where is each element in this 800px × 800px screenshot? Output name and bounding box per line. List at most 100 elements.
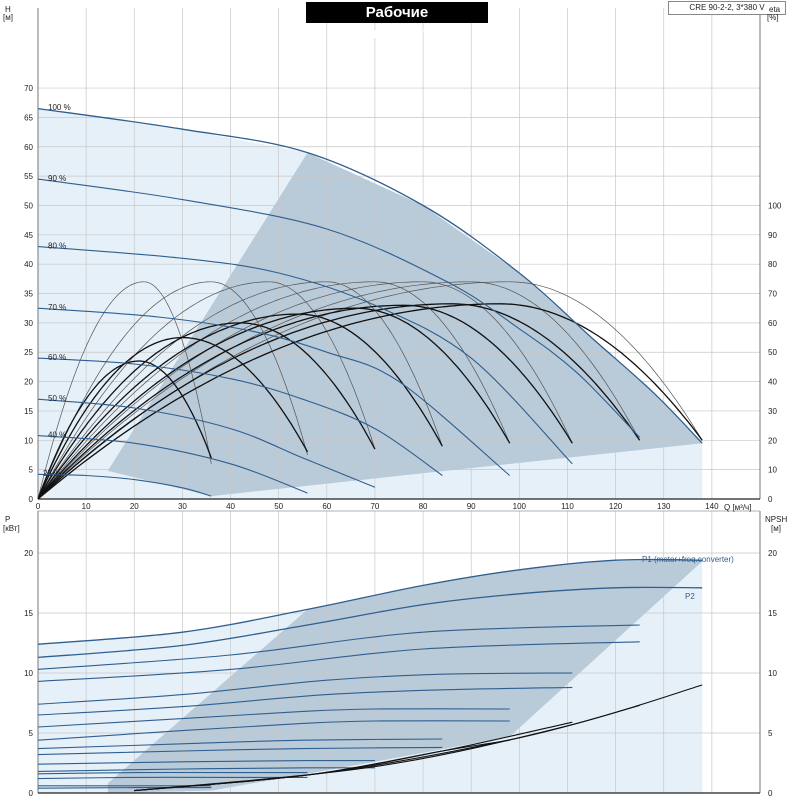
power-curve	[37, 771, 308, 775]
power-tick-label: 20	[24, 549, 33, 558]
speed-label: 25 %	[43, 469, 61, 478]
chart-title: Рабочие характеристики	[306, 2, 488, 42]
eta-tick-label: 10	[768, 466, 777, 475]
power-tick-label: 10	[24, 669, 33, 678]
npsh-curve	[134, 684, 703, 792]
x-tick-label: 130	[657, 502, 671, 511]
eta-tick-label: 20	[768, 436, 777, 445]
power-curve	[37, 624, 640, 670]
power-curve	[37, 672, 573, 705]
eta-tick-label: 0	[768, 495, 773, 504]
efficiency-curve	[37, 303, 641, 500]
eta-tick-label: 60	[768, 319, 777, 328]
head-axis-name: H	[5, 5, 11, 14]
x-tick-label: 50	[274, 502, 283, 511]
power-curve	[37, 720, 510, 741]
speed-label: 70 %	[48, 303, 66, 312]
head-tick-label: 25	[24, 348, 33, 357]
power-tick-label: 5	[29, 729, 34, 738]
efficiency-curve	[37, 281, 443, 500]
power-curve	[37, 558, 703, 645]
power-axis-unit: [кВт]	[3, 524, 20, 533]
head-curve	[37, 435, 308, 494]
efficiency-curve	[37, 281, 573, 500]
head-tick-label: 65	[24, 113, 33, 122]
x-axis-label: Q [м³/ч]	[724, 503, 752, 512]
eta-tick-label: 80	[768, 260, 777, 269]
speed-label: 40 %	[48, 430, 66, 439]
efficiency-curve	[37, 336, 309, 500]
speed-label: 90 %	[48, 174, 66, 183]
head-curve	[37, 307, 511, 476]
head-tick-label: 5	[29, 466, 34, 475]
x-tick-label: 20	[130, 502, 139, 511]
head-tick-label: 0	[29, 495, 34, 504]
power-curve	[37, 708, 510, 728]
head-curve	[37, 473, 212, 497]
head-tick-label: 60	[24, 143, 33, 152]
power-curve	[37, 586, 703, 659]
head-curve	[37, 398, 376, 488]
npsh-axis-unit: [м]	[771, 524, 781, 533]
efficiency-curve	[37, 281, 641, 500]
x-tick-label: 140	[705, 502, 719, 511]
speed-label: 80 %	[48, 241, 66, 250]
power-curve	[37, 738, 443, 750]
npsh-axis-name: NPSH	[765, 515, 788, 524]
x-tick-label: 60	[322, 502, 331, 511]
head-tick-label: 30	[24, 319, 33, 328]
head-axis-unit: [м]	[3, 13, 13, 22]
head-tick-label: 55	[24, 172, 33, 181]
eta-axis-unit: [%]	[767, 13, 779, 22]
power-axis-name: P	[5, 515, 11, 524]
power-curve	[37, 746, 443, 756]
speed-label: 50 %	[48, 394, 66, 403]
speed-label: 100 %	[48, 103, 71, 112]
operating-region	[107, 152, 703, 497]
power-curve	[37, 641, 640, 682]
head-tick-label: 20	[24, 378, 33, 387]
eta-axis-name: eta	[769, 5, 781, 14]
p1-series-label: P1 (motor+freq.converter)	[642, 555, 734, 564]
power-tick-label: 0	[29, 789, 34, 798]
power-curve	[37, 686, 573, 716]
x-tick-label: 120	[609, 502, 623, 511]
efficiency-curve	[37, 281, 308, 500]
eta-tick-label: 70	[768, 290, 777, 299]
power-curve	[37, 787, 212, 789]
efficiency-curve	[37, 281, 511, 500]
x-tick-label: 110	[561, 502, 574, 511]
npsh-tick-label: 10	[768, 669, 777, 678]
power-curve	[37, 759, 375, 765]
head-curve	[37, 246, 573, 465]
head-tick-label: 45	[24, 231, 33, 240]
eta-tick-label: 40	[768, 378, 777, 387]
x-tick-label: 30	[178, 502, 187, 511]
power-curve	[37, 767, 375, 772]
efficiency-curve	[37, 307, 511, 500]
npsh-tick-label: 20	[768, 549, 777, 558]
efficiency-curve	[37, 281, 376, 500]
eta-tick-label: 100	[768, 201, 782, 210]
npsh-tick-label: 0	[768, 789, 773, 798]
npsh-tick-label: 15	[768, 609, 777, 618]
x-tick-label: 10	[82, 502, 91, 511]
head-tick-label: 50	[24, 201, 33, 210]
head-curve	[37, 178, 641, 438]
eta-tick-label: 30	[768, 407, 777, 416]
head-curve	[37, 357, 443, 476]
head-tick-label: 15	[24, 407, 33, 416]
head-tick-label: 70	[24, 84, 33, 93]
p2-series-label: P2	[685, 592, 695, 601]
power-plot: 0 0 5 5 10 10 15 15 20 20 P1 (motor+freq.converter…	[24, 510, 777, 798]
eta-tick-label: 50	[768, 348, 777, 357]
speed-label: 60 %	[48, 353, 66, 362]
power-curve	[37, 776, 308, 780]
x-tick-label: 40	[226, 502, 235, 511]
head-curve	[37, 107, 703, 444]
npsh-tick-label: 5	[768, 729, 773, 738]
efficiency-curve	[37, 322, 376, 500]
power-operating-region	[107, 560, 703, 793]
efficiency-curve	[37, 303, 703, 500]
x-tick-label: 100	[513, 502, 527, 511]
